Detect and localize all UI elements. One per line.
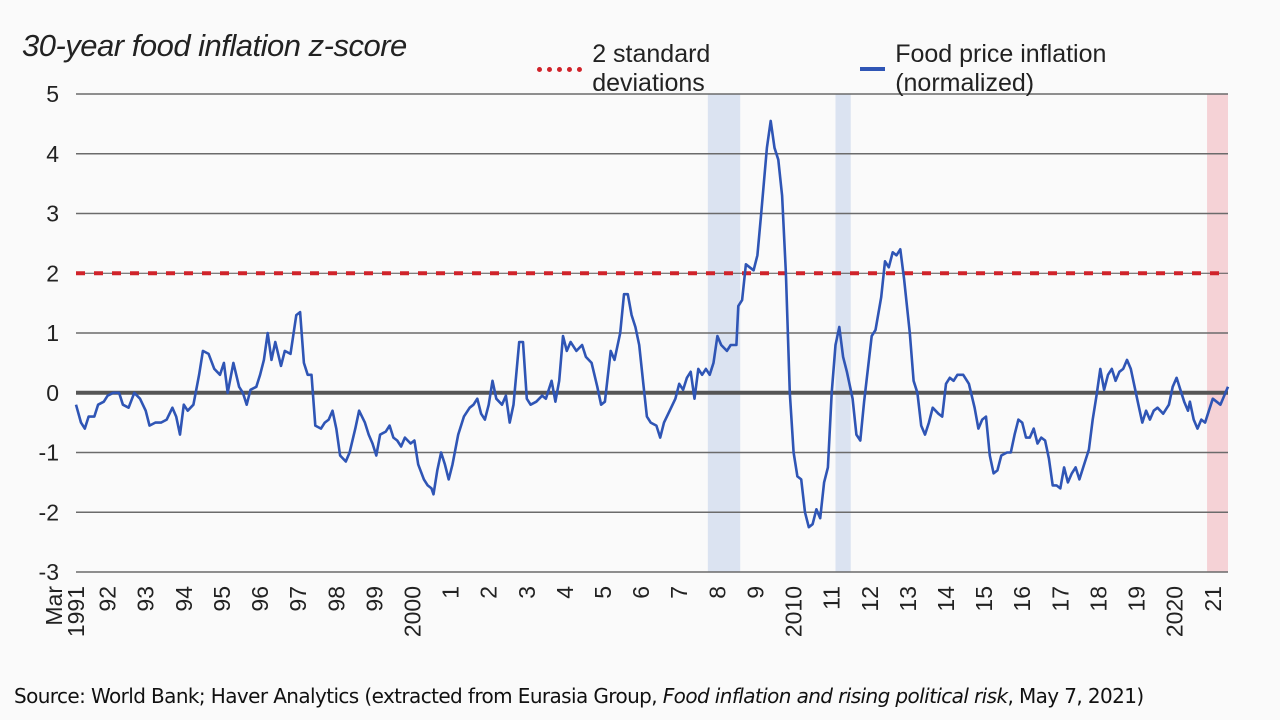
x-tick-label: 13 [895,586,921,612]
x-tick-label: 18 [1085,586,1111,612]
legend-item-2sd: 2 standard deviations [537,40,826,98]
x-tick-label: 15 [971,586,997,612]
series-layer [74,119,1230,529]
series-line-food-price-inflation [74,119,1230,529]
x-tick-label: 17 [1047,586,1073,612]
x-tick-label: 93 [133,586,159,612]
reference-lines [76,271,1228,395]
x-tick-label: 4 [552,586,578,599]
legend-label: Food price inflation (normalized) [895,40,1107,97]
y-axis-ticks: 5 4 3 2 1 0 -1 -2 -3 [39,81,60,585]
y-tick-label: -3 [39,559,59,585]
legend-label: 2 standard deviations [592,40,711,97]
source-note: Source: World Bank; Haver Analytics (ext… [14,684,1144,708]
y-tick-label: -1 [39,440,59,466]
legend: 2 standard deviations Food price inflati… [537,40,1280,98]
x-tick-label: 92 [95,586,121,612]
x-tick-label: 2010 [781,586,807,637]
gridlines [76,93,1228,573]
x-tick-label: 2000 [399,586,425,637]
y-tick-label: 5 [46,81,59,107]
x-tick-label: 1 [438,586,464,599]
x-tick-label: 8 [704,586,730,599]
x-tick-label: 6 [628,586,654,599]
dashed-line-swatch-icon [537,66,583,72]
x-tick-label: 21 [1200,586,1226,612]
x-tick-label: 2 [476,586,502,599]
x-tick-label: 98 [323,586,349,612]
x-tick-label: 96 [247,586,273,612]
x-tick-label: 2020 [1162,586,1188,637]
x-tick-label: 97 [285,586,311,612]
x-tick-label: 99 [361,586,387,612]
x-tick-label: 9 [742,586,768,599]
source-report-title: Food inflation and rising political risk [662,684,1008,708]
x-tick-label: 12 [857,586,883,612]
x-tick-label: 14 [933,586,959,612]
x-tick-label: 1991 [63,586,89,637]
x-tick-label: 19 [1124,586,1150,612]
x-tick-label: Mar [41,586,67,626]
solid-line-swatch-icon [859,67,886,71]
x-tick-label: 16 [1009,586,1035,612]
y-tick-label: 3 [46,201,59,227]
x-tick-label: 95 [209,586,235,612]
y-tick-label: -2 [39,499,59,525]
source-suffix: , May 7, 2021) [1007,684,1144,708]
x-tick-label: 94 [171,586,197,612]
y-tick-label: 1 [46,320,59,346]
x-tick-label: 11 [819,586,845,610]
source-prefix: Source: World Bank; Haver Analytics (ext… [14,684,663,708]
y-tick-label: 0 [46,380,59,406]
y-tick-label: 2 [46,260,59,286]
x-tick-label: 7 [666,586,692,599]
y-tick-label: 4 [46,141,59,167]
x-tick-label: 3 [514,586,540,599]
x-tick-label: 5 [590,586,616,599]
chart-title: 30-year food inflation z-score [22,28,407,63]
legend-item-food-price: Food price inflation (normalized) [859,40,1246,98]
